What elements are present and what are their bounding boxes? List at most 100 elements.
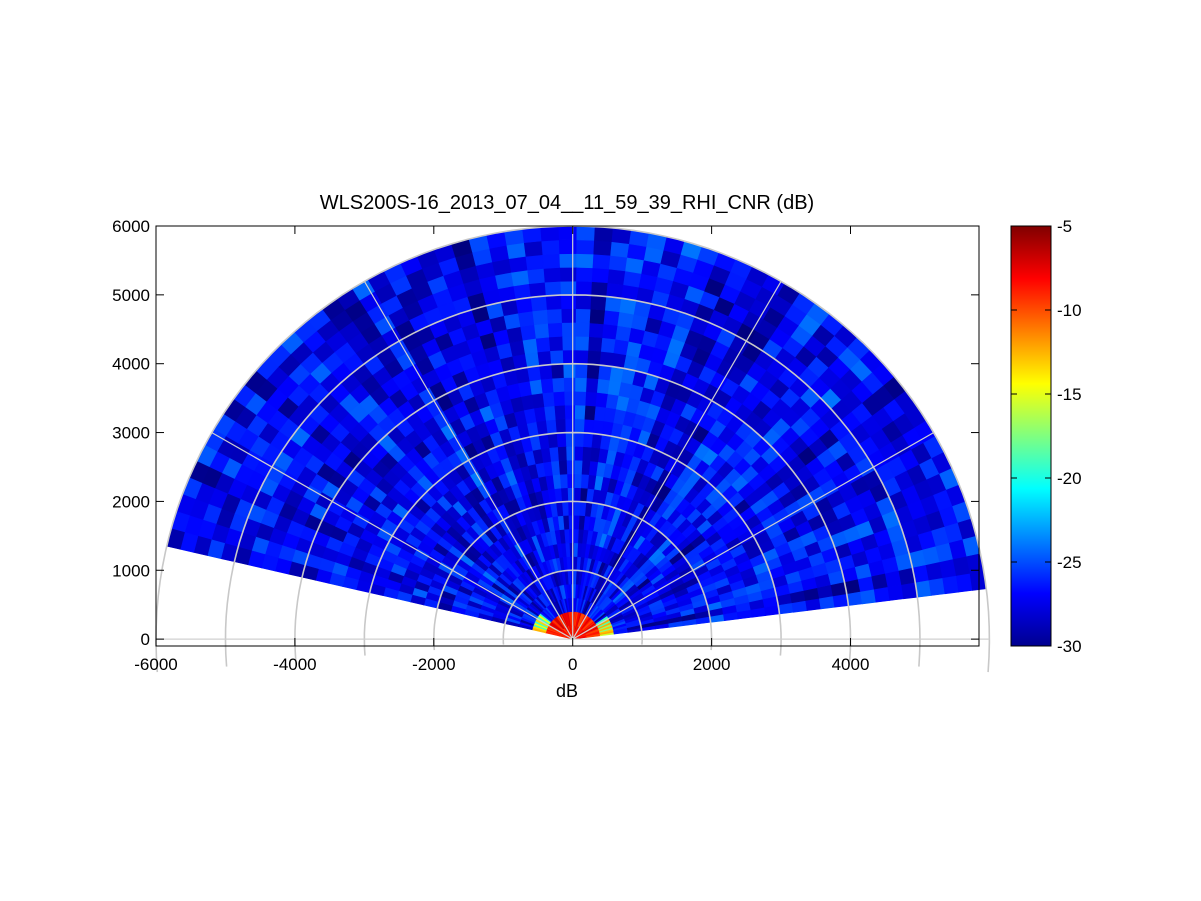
y-tick-label: 6000 — [112, 217, 150, 236]
heatmap-cell — [505, 242, 526, 260]
heatmap-cell — [593, 405, 606, 422]
heatmap-cell — [586, 349, 602, 366]
heatmap-cell — [530, 295, 547, 312]
heatmap-cell — [559, 266, 577, 282]
heatmap-cell — [558, 253, 577, 268]
y-tick-label: 4000 — [112, 355, 150, 374]
heatmap-cell — [942, 575, 960, 595]
heatmap-cell — [521, 226, 542, 244]
heatmap-cell — [601, 323, 618, 340]
heatmap-cell — [612, 338, 629, 356]
y-tick-label: 1000 — [112, 561, 150, 580]
heatmap-cell — [589, 308, 606, 325]
heatmap-cell — [573, 487, 582, 502]
heatmap-cell — [574, 418, 585, 434]
heatmap-cell — [585, 377, 599, 393]
heatmap-cell — [528, 281, 546, 298]
colorbar-tick-label: -5 — [1057, 217, 1072, 236]
heatmap-cell — [531, 309, 548, 326]
heatmap-cell — [600, 337, 616, 354]
heatmap-cell — [524, 254, 544, 271]
heatmap-cell — [608, 254, 628, 272]
heatmap-cell — [558, 239, 577, 255]
heatmap-cell — [539, 225, 560, 242]
plot-axes-box — [155, 225, 980, 647]
x-tick-label: -2000 — [412, 655, 455, 674]
heatmap-cell — [591, 253, 611, 270]
heatmap-cell — [575, 280, 592, 296]
heatmap-cell — [575, 239, 595, 255]
heatmap-cell — [606, 268, 626, 285]
heatmap-cell — [582, 432, 594, 448]
heatmap-cell — [572, 556, 578, 571]
heatmap-cell — [574, 349, 589, 365]
heatmap-cell — [560, 294, 577, 310]
heatmap-cell — [605, 282, 624, 299]
colorbar-tick-label: -20 — [1057, 469, 1082, 488]
heatmap-cells — [166, 225, 987, 640]
heatmap-cell — [609, 241, 630, 258]
heatmap-cell — [538, 364, 553, 380]
heatmap-cell — [573, 459, 583, 475]
heatmap-cell — [561, 335, 576, 351]
heatmap-cell — [591, 267, 610, 284]
heatmap-cell — [598, 350, 614, 367]
x-tick-label: 0 — [568, 655, 577, 674]
heatmap-cell — [575, 253, 594, 269]
heatmap-cell — [574, 363, 588, 379]
heatmap-cell — [581, 446, 592, 462]
heatmap-cell — [557, 446, 567, 462]
heatmap-cell — [573, 542, 579, 557]
x-tick-label: 4000 — [832, 655, 870, 674]
heatmap-cell — [602, 309, 620, 326]
heatmap-cell — [561, 322, 576, 337]
x-axis-ticks: -6000 -4000 -2000 0 2000 4000 — [134, 226, 869, 674]
heatmap-cell — [535, 336, 551, 353]
heatmap-cell — [597, 364, 612, 381]
heatmap-cell — [540, 239, 560, 256]
heatmap-cell — [573, 528, 579, 544]
heatmap-cell — [575, 225, 595, 241]
colorbar-ticks: -5 -10 -15 -20 -25 -30 — [1011, 217, 1082, 656]
heatmap-cell — [548, 335, 563, 352]
heatmap-cell — [605, 393, 619, 410]
heatmap-cell — [588, 322, 604, 338]
heatmap-cell — [519, 324, 536, 341]
heatmap-cell — [574, 377, 587, 392]
heatmap-cell — [508, 256, 528, 273]
heatmap-cell — [573, 501, 581, 516]
heatmap-cell — [533, 323, 550, 339]
heatmap-cell — [887, 584, 904, 601]
heatmap-cell — [583, 418, 595, 434]
heatmap-cell — [873, 586, 891, 603]
heatmap-cell — [594, 392, 608, 408]
heatmap-cell — [549, 349, 564, 365]
heatmap-cell — [573, 473, 582, 489]
heatmap-cell — [545, 294, 562, 310]
heatmap-cell — [573, 445, 584, 461]
heatmap-cell — [562, 349, 576, 365]
heatmap-cell — [578, 501, 587, 517]
heatmap-cell — [574, 390, 587, 406]
y-tick-label: 3000 — [112, 424, 150, 443]
heatmap-cell — [558, 459, 568, 475]
heatmap-cell — [596, 378, 610, 395]
heatmap-cell — [542, 267, 561, 283]
heatmap-cell — [572, 569, 577, 585]
heatmap-cell — [589, 446, 601, 463]
heatmap-cell — [574, 335, 590, 351]
angle-spoke — [363, 280, 574, 640]
x-axis-label: dB — [556, 681, 578, 701]
heatmap-cell — [541, 391, 555, 408]
x-tick-label: 2000 — [693, 655, 731, 674]
heatmap-cell — [510, 269, 530, 287]
heatmap-cell — [584, 391, 598, 407]
heatmap-cell — [547, 322, 563, 338]
colorbar-tick-label: -25 — [1057, 553, 1082, 572]
heatmap-cell — [616, 311, 634, 329]
heatmap-cell — [559, 280, 577, 296]
heatmap-cell — [550, 363, 564, 379]
colorbar — [1010, 225, 1052, 647]
heatmap-cell — [575, 322, 590, 337]
